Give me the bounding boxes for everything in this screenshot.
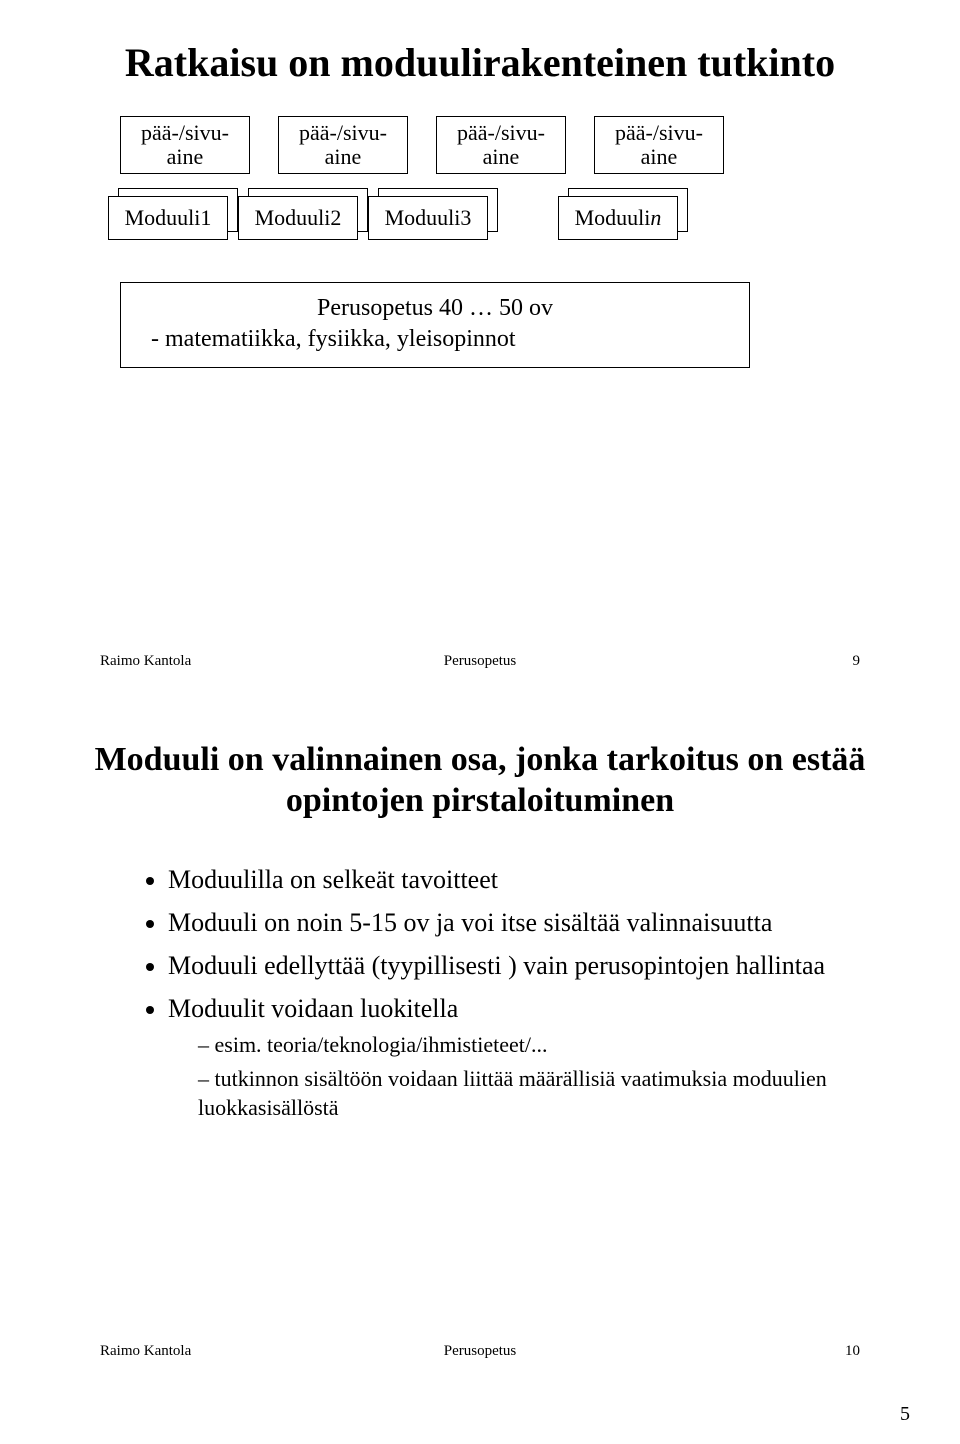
page: Ratkaisu on moduulirakenteinen tutkinto … [0,0,960,1444]
footer-right: 9 [853,653,861,670]
slide1-title: Ratkaisu on moduulirakenteinen tutkinto [90,40,870,86]
footer-left: Raimo Kantola [100,653,191,670]
subject-box-1: pää-/sivu- aine [120,116,250,174]
bullet-1: Moduulilla on selkeät tavoitteet [168,862,870,897]
footer-right: 10 [845,1343,860,1360]
footer-mid: Perusopetus [444,653,517,670]
subject-label: pää-/sivu- aine [457,121,545,169]
bullet-list: Moduulilla on selkeät tavoitteet Moduuli… [110,862,870,1123]
sub-list: esim. teoria/teknologia/ihmistieteet/...… [168,1030,870,1123]
bullet-4: Moduulit voidaan luokitella esim. teoria… [168,991,870,1123]
module2-label: Moduuli2 [255,205,342,231]
module1-box: Moduuli1 [108,196,228,240]
module-row: Moduuli1 Moduuli2 Moduuli3 Moduulin [108,196,870,252]
subject-row: pää-/sivu- aine pää-/sivu- aine pää-/siv… [120,116,870,174]
module3-label: Moduuli3 [385,205,472,231]
module1-label: Moduuli1 [125,205,212,231]
modulen-label: Moduulin [575,205,662,231]
bullet-2: Moduuli on noin 5-15 ov ja voi itse sisä… [168,905,870,940]
slide2-footer: Raimo Kantola Perusopetus 10 [90,1343,870,1360]
basic-studies-box: Perusopetus 40 … 50 ov - matematiikka, f… [120,282,750,368]
sub-2: tutkinnon sisältöön voidaan liittää määr… [198,1064,870,1123]
sub-1: esim. teoria/teknologia/ihmistieteet/... [198,1030,870,1060]
bullet-3: Moduuli edellyttää (tyypillisesti ) vain… [168,948,870,983]
subject-box-4: pää-/sivu- aine [594,116,724,174]
module2-box: Moduuli2 [238,196,358,240]
basic-line1: Perusopetus 40 … 50 ov [151,293,719,324]
slide-2: Moduuli on valinnainen osa, jonka tarkoi… [90,740,870,1360]
subject-label: pää-/sivu- aine [299,121,387,169]
footer-mid: Perusopetus [444,1343,517,1360]
page-number: 5 [900,1403,910,1426]
slide-1: Ratkaisu on moduulirakenteinen tutkinto … [90,40,870,680]
slide1-footer: Raimo Kantola Perusopetus 9 [90,653,870,670]
modulen-box: Moduulin [558,196,678,240]
footer-left: Raimo Kantola [100,1343,191,1360]
slide2-title: Moduuli on valinnainen osa, jonka tarkoi… [90,740,870,822]
module3-box: Moduuli3 [368,196,488,240]
bullet-4-text: Moduulit voidaan luokitella [168,994,458,1023]
subject-label: pää-/sivu- aine [615,121,703,169]
subject-box-3: pää-/sivu- aine [436,116,566,174]
subject-label: pää-/sivu- aine [141,121,229,169]
basic-line2: - matematiikka, fysiikka, yleisopinnot [151,324,719,355]
subject-box-2: pää-/sivu- aine [278,116,408,174]
